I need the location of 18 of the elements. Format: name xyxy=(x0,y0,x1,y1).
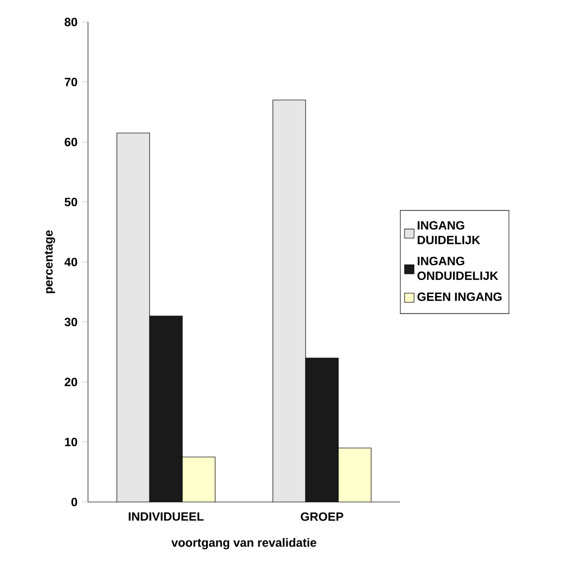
y-tick-label: 50 xyxy=(64,198,78,206)
y-tick-label: 60 xyxy=(64,138,78,146)
y-tick-label: 40 xyxy=(64,258,78,266)
y-axis-title: percentage xyxy=(44,230,56,294)
y-tick-label: 10 xyxy=(65,438,78,446)
x-tick-label: GROEP xyxy=(300,512,344,521)
x-tick-label: INDIVIDUEEL xyxy=(128,512,204,521)
y-tick-label: 0 xyxy=(71,498,78,506)
bar xyxy=(305,358,339,502)
bar xyxy=(150,316,182,502)
y-tick-label: 30 xyxy=(64,318,78,326)
x-axis-title: voortgang van revalidatie xyxy=(171,538,316,550)
legend-label: INGANG ONDUIDELIJK xyxy=(417,256,498,280)
legend-label: INGANG DUIDELIJK xyxy=(418,221,480,244)
legend-label: GEEN INGANG xyxy=(417,292,502,302)
y-tick-label: 80 xyxy=(64,18,78,26)
y-tick-label: 70 xyxy=(64,78,78,86)
y-tick-label: 20 xyxy=(64,378,78,386)
